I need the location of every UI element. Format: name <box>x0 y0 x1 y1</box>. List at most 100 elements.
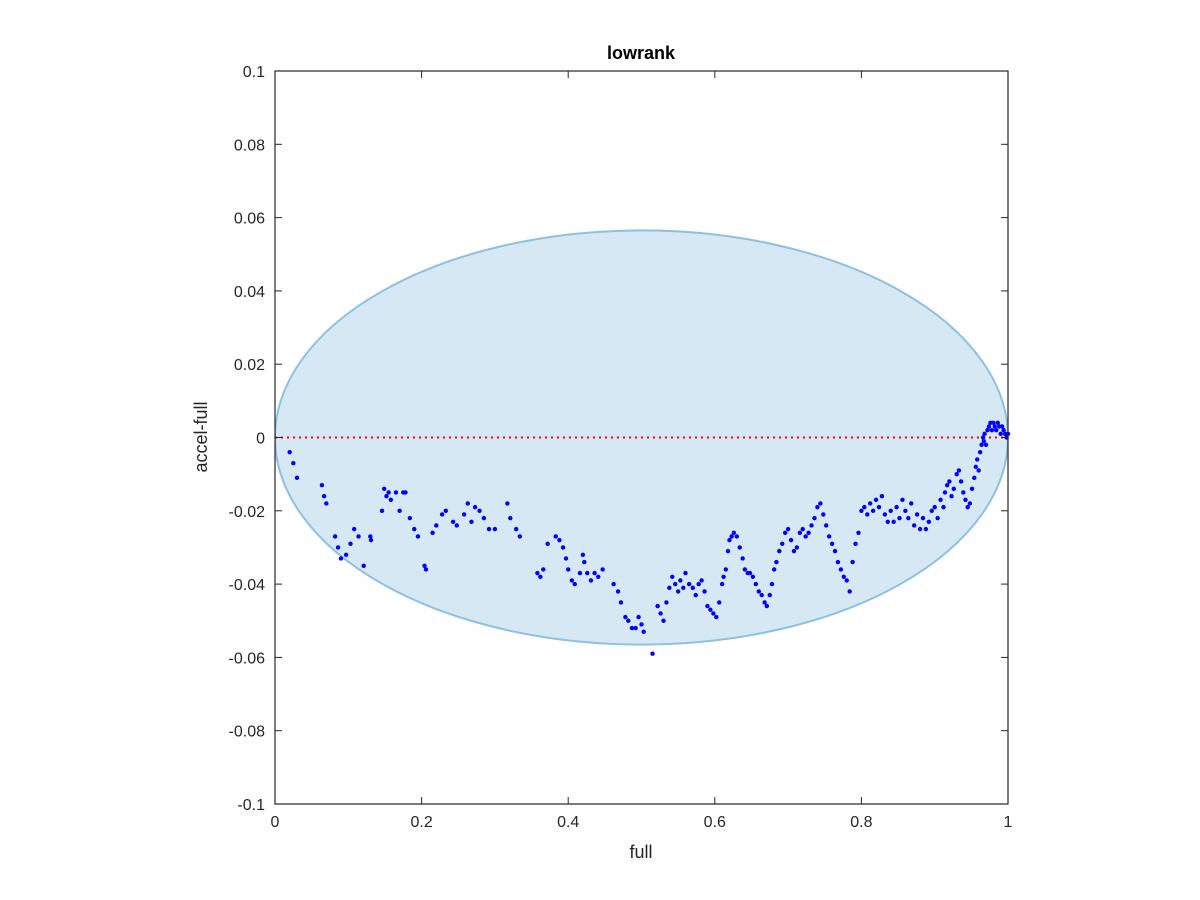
data-point <box>557 537 562 543</box>
data-point <box>541 567 546 572</box>
data-point <box>388 497 394 503</box>
data-point <box>368 537 374 543</box>
data-point <box>384 493 389 499</box>
data-point <box>906 515 911 521</box>
data-point <box>319 482 325 488</box>
data-point <box>569 578 575 583</box>
chart-title: lowrank <box>607 43 676 63</box>
data-point <box>785 526 791 532</box>
data-point <box>782 530 788 535</box>
y-tick-label: -0.06 <box>229 650 266 667</box>
data-point <box>803 534 808 539</box>
data-point <box>650 651 655 656</box>
data-point <box>708 607 713 612</box>
data-point <box>873 497 879 503</box>
data-point <box>563 556 569 561</box>
data-point <box>321 493 327 499</box>
data-point <box>983 442 989 448</box>
data-point <box>764 603 770 609</box>
data-point <box>686 581 692 587</box>
data-point <box>588 578 594 583</box>
data-point <box>926 519 932 524</box>
data-point <box>885 519 890 524</box>
data-point <box>291 460 296 466</box>
data-point <box>737 545 742 550</box>
data-point <box>994 427 999 433</box>
data-point <box>923 526 929 532</box>
plot-area <box>275 71 1008 804</box>
data-point <box>611 581 616 587</box>
data-point <box>947 479 952 484</box>
data-point <box>725 548 731 554</box>
data-point <box>729 534 734 539</box>
data-point <box>454 523 459 528</box>
data-point <box>472 504 478 510</box>
data-point <box>935 515 940 521</box>
data-point <box>1001 427 1006 433</box>
data-point <box>422 563 427 568</box>
y-tick-label: 0.08 <box>234 137 265 154</box>
data-point <box>705 603 710 609</box>
data-point <box>850 559 855 565</box>
data-point <box>572 581 577 587</box>
x-tick-label: 1 <box>1004 814 1013 831</box>
data-point <box>397 508 402 513</box>
data-point <box>673 581 678 587</box>
data-point <box>914 512 920 517</box>
data-point <box>439 512 445 517</box>
data-point <box>769 581 775 587</box>
data-point <box>335 545 341 550</box>
data-point <box>995 420 1000 426</box>
data-point <box>696 581 701 587</box>
data-point <box>338 556 344 561</box>
data-points <box>287 420 1011 656</box>
data-point <box>486 526 492 532</box>
data-point <box>481 515 487 521</box>
data-point <box>655 603 660 609</box>
data-point <box>932 504 937 510</box>
y-axis-label: accel-full <box>191 401 211 472</box>
data-point <box>675 589 681 594</box>
tick-labels: 0 0.2 0.4 0.6 0.8 1 -0.1 -0.08 -0.06 -0.04 -0.02 0 0… <box>229 64 1013 831</box>
data-point <box>740 556 745 561</box>
data-point <box>759 592 764 598</box>
data-point <box>566 567 571 572</box>
data-point <box>806 530 811 535</box>
data-point <box>867 501 873 506</box>
data-point <box>623 614 628 620</box>
data-point <box>658 611 663 616</box>
data-point <box>958 479 964 484</box>
data-point <box>750 574 756 579</box>
data-point <box>716 600 722 605</box>
data-point <box>661 618 666 623</box>
data-point <box>753 581 759 587</box>
data-point <box>702 589 707 594</box>
data-point <box>767 592 772 598</box>
y-tick-label: -0.02 <box>229 504 266 521</box>
data-point <box>641 629 646 634</box>
data-point <box>639 622 644 627</box>
data-point <box>699 578 704 583</box>
data-point <box>434 523 439 528</box>
data-point <box>430 530 435 535</box>
data-point <box>980 435 986 440</box>
data-point <box>667 585 672 590</box>
data-point <box>818 501 823 506</box>
data-point <box>949 493 954 499</box>
data-point <box>956 468 962 473</box>
data-point <box>361 563 366 568</box>
data-point <box>981 438 987 444</box>
data-point <box>443 508 448 513</box>
data-point <box>897 515 902 521</box>
y-tick-label: -0.1 <box>237 797 265 814</box>
data-point <box>977 449 983 455</box>
data-point <box>714 614 719 620</box>
data-point <box>762 600 767 605</box>
data-point <box>343 552 349 557</box>
data-point <box>461 512 467 517</box>
data-point <box>596 574 601 579</box>
data-point <box>979 442 984 448</box>
data-point <box>812 515 817 521</box>
data-point <box>618 600 624 605</box>
x-tick-label: 0.2 <box>410 814 432 831</box>
